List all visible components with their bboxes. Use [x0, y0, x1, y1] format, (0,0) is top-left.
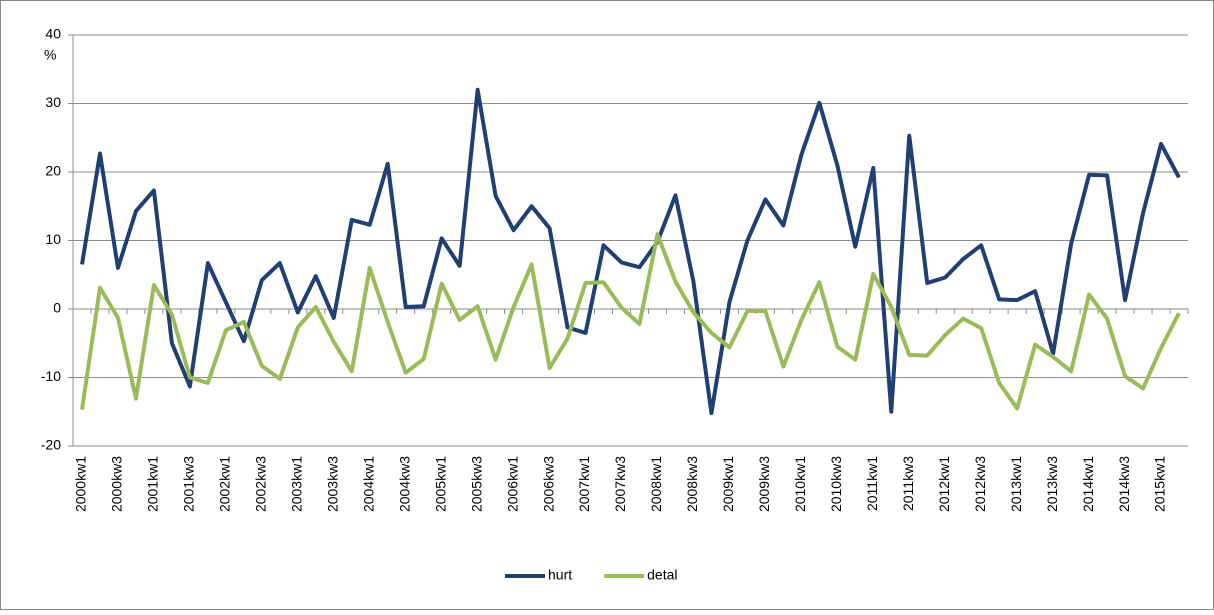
x-tick-label: 2015kw1 [1152, 456, 1168, 512]
x-tick-label: 2014kw3 [1116, 456, 1132, 512]
x-tick-label: 2001kw1 [145, 456, 161, 512]
x-tick-label: 2009kw3 [756, 456, 772, 512]
x-tick-label: 2010kw3 [828, 456, 844, 512]
x-tick-label: 2006kw1 [504, 456, 520, 512]
x-tick-label: 2000kw3 [109, 456, 125, 512]
x-tick-label: 2003kw1 [289, 456, 305, 512]
x-tick-label: 2009kw1 [720, 456, 736, 512]
x-tick-label: 2011kw3 [900, 456, 916, 511]
x-tick-label: 2011kw1 [864, 456, 880, 511]
x-tick-label: 2007kw1 [576, 456, 592, 512]
x-tick-label: 2002kw3 [253, 456, 269, 512]
y-tick-label: -10 [41, 368, 61, 384]
legend-label: hurt [548, 567, 572, 583]
y-tick-label: 10 [45, 231, 61, 247]
x-tick-label: 2004kw3 [396, 456, 412, 512]
x-tick-label: 2003kw3 [324, 456, 340, 512]
x-tick-label: 2007kw3 [612, 456, 628, 512]
x-tick-label: 2008kw1 [648, 456, 664, 512]
x-tick-label: 2013kw3 [1044, 456, 1060, 512]
x-tick-label: 2000kw1 [73, 456, 89, 512]
x-tick-label: 2006kw3 [540, 456, 556, 512]
line-series [80, 87, 1181, 416]
x-tick-label: 2013kw1 [1008, 456, 1024, 512]
x-tick-label: 2012kw3 [972, 456, 988, 512]
x-tick-label: 2001kw3 [181, 456, 197, 512]
y-tick-label: 20 [45, 163, 61, 179]
x-tick-label: 2014kw1 [1080, 456, 1096, 512]
y-axis-label: % [44, 47, 56, 63]
line-series [80, 232, 1181, 411]
x-tick-label: 2012kw1 [936, 456, 952, 512]
x-tick-label: 2010kw1 [792, 456, 808, 512]
x-tick-label: 2004kw1 [360, 456, 376, 512]
x-tick-label: 2005kw1 [432, 456, 448, 512]
x-tick-label: 2005kw3 [468, 456, 484, 512]
y-tick-label: 0 [53, 300, 61, 316]
x-tick-label: 2008kw3 [684, 456, 700, 512]
y-tick-label: -20 [41, 437, 61, 453]
legend-label: detal [647, 567, 677, 583]
y-tick-label: 40 [45, 26, 61, 42]
x-tick-label: 2002kw1 [217, 456, 233, 512]
y-tick-label: 30 [45, 94, 61, 110]
